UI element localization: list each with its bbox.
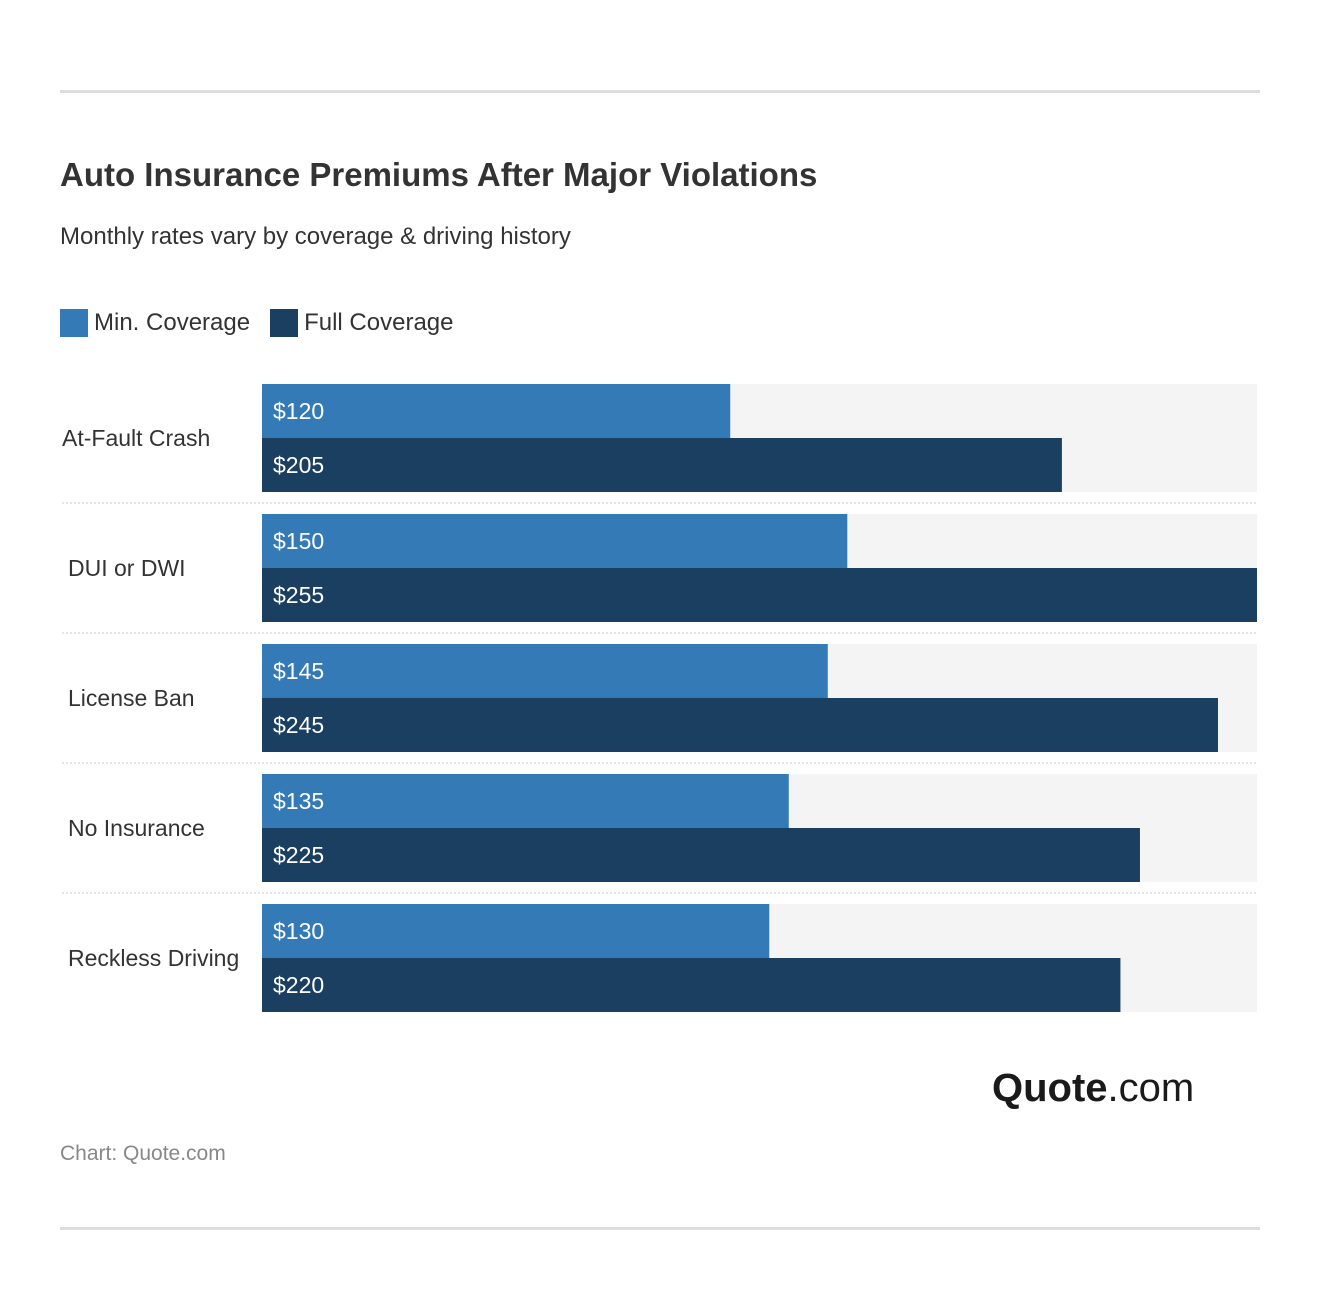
category-label-license-ban: License Ban [68, 685, 195, 711]
bar-no-insurance-full-coverage [262, 828, 1140, 882]
legend-swatch-full-coverage [270, 309, 299, 337]
bar-chart: At-Fault Crash $120 $205 DUI or DWI $150 $255… [62, 384, 1257, 1012]
category-label-no-insurance: No Insurance [68, 815, 205, 841]
bar-reckless-driving-full-coverage [262, 958, 1121, 1012]
bar-at-fault-crash-min-coverage [262, 384, 731, 438]
value-label-reckless-driving-full-coverage: $220 [273, 972, 324, 998]
value-label-no-insurance-min-coverage: $135 [273, 788, 324, 814]
chart-subtitle: Monthly rates vary by coverage & driving… [60, 223, 571, 250]
category-label-dui-or-dwi: DUI or DWI [68, 555, 186, 581]
top-divider [60, 90, 1260, 93]
value-label-at-fault-crash-min-coverage: $120 [273, 398, 324, 424]
legend-label-full-coverage: Full Coverage [304, 309, 454, 336]
chart-credit: Chart: Quote.com [60, 1142, 226, 1165]
value-label-at-fault-crash-full-coverage: $205 [273, 452, 324, 478]
legend-item-min-coverage: Min. Coverage [60, 309, 250, 337]
legend-label-min-coverage: Min. Coverage [94, 309, 251, 336]
bar-license-ban-min-coverage [262, 644, 828, 698]
bar-license-ban-full-coverage [262, 698, 1218, 752]
value-label-license-ban-full-coverage: $245 [273, 712, 324, 738]
value-label-no-insurance-full-coverage: $225 [273, 842, 324, 868]
bar-reckless-driving-min-coverage [262, 904, 770, 958]
bottom-divider [60, 1227, 1260, 1230]
value-label-license-ban-min-coverage: $145 [273, 658, 324, 684]
category-label-at-fault-crash: At-Fault Crash [62, 425, 210, 451]
bar-no-insurance-min-coverage [262, 774, 789, 828]
bar-dui-or-dwi-full-coverage [262, 568, 1257, 622]
quote-logo: Quote.com [992, 1066, 1195, 1110]
category-label-reckless-driving: Reckless Driving [68, 945, 239, 971]
chart-title: Auto Insurance Premiums After Major Viol… [60, 156, 818, 193]
bar-at-fault-crash-full-coverage [262, 438, 1062, 492]
value-label-dui-or-dwi-full-coverage: $255 [273, 582, 324, 608]
bar-dui-or-dwi-min-coverage [262, 514, 848, 568]
value-label-dui-or-dwi-min-coverage: $150 [273, 528, 324, 554]
value-label-reckless-driving-min-coverage: $130 [273, 918, 324, 944]
legend-swatch-min-coverage [60, 309, 88, 337]
chart-legend: Min. Coverage Full Coverage [60, 309, 473, 337]
legend-item-full-coverage: Full Coverage [270, 309, 453, 337]
